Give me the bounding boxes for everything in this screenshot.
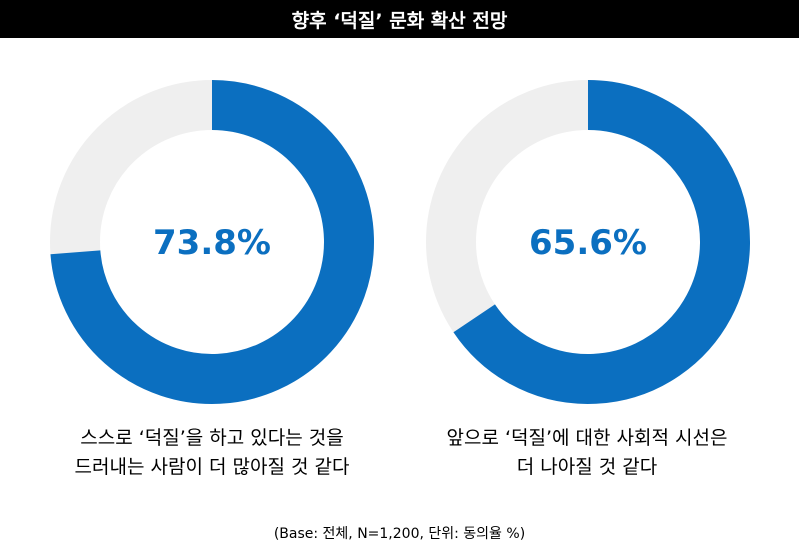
donut-2-value-label: 65.6%: [529, 223, 647, 263]
donut-chart-1: 73.8%: [50, 80, 374, 404]
donut-1-caption-line-1: 스스로 ‘덕질’을 하고 있다는 것을: [80, 427, 344, 449]
donut-2-value-arc: [453, 80, 750, 404]
footnote: (Base: 전체, N=1,200, 단위: 동의율 %): [273, 526, 526, 542]
donut-1-caption-line-2: 드러내는 사람이 더 많아질 것 같다: [74, 456, 350, 478]
chart-title: 향후 ‘덕질’ 문화 확산 전망: [0, 0, 799, 38]
donut-2-caption-line-2: 더 나아질 것 같다: [516, 456, 658, 478]
donut-chart-2: 65.6%: [426, 80, 750, 404]
donut-1-caption: 스스로 ‘덕질’을 하고 있다는 것을 드러내는 사람이 더 많아질 것 같다: [32, 424, 392, 482]
donut-2-caption-line-1: 앞으로 ‘덕질’에 대한 사회적 시선은: [446, 427, 728, 449]
donut-2-caption: 앞으로 ‘덕질’에 대한 사회적 시선은 더 나아질 것 같다: [407, 424, 767, 482]
donut-1-value-label: 73.8%: [153, 223, 271, 263]
donut-1-value-arc: [50, 80, 374, 404]
